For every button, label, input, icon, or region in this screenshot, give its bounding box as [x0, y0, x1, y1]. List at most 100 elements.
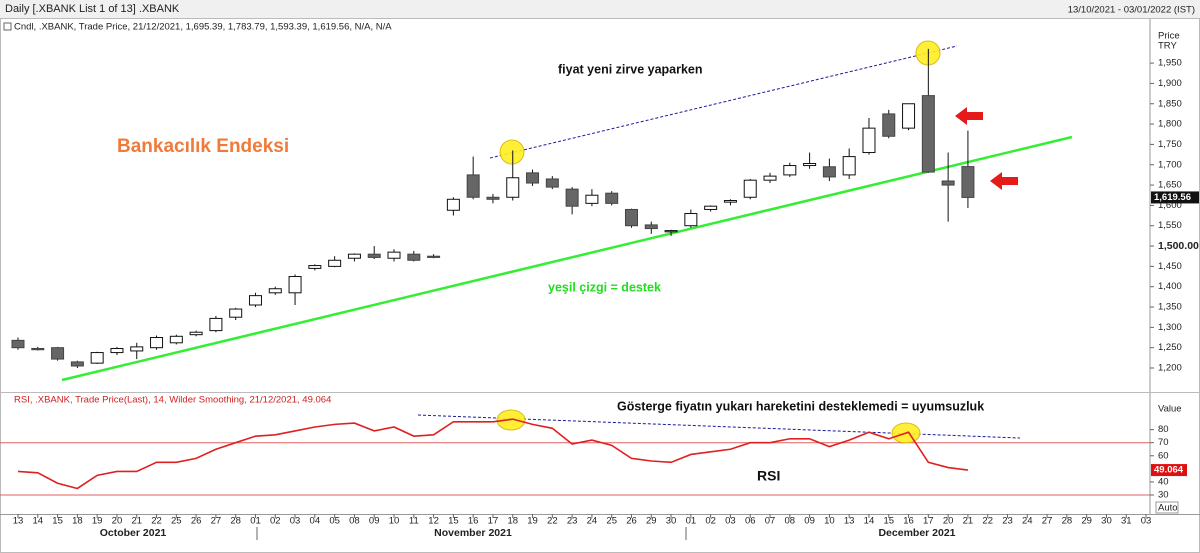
candle-body: [367, 253, 381, 258]
x-tick-label: 20: [112, 516, 123, 527]
x-tick-label: 17: [488, 516, 499, 527]
x-tick-label: 06: [745, 516, 756, 527]
last-price-box: [1151, 191, 1199, 204]
candle-body: [90, 352, 104, 364]
x-tick-label: 17: [923, 516, 934, 527]
x-tick-label: 22: [547, 516, 558, 527]
x-tick-label: 20: [943, 516, 954, 527]
y-tick-label: 70: [1158, 437, 1169, 448]
candle-body: [268, 288, 282, 294]
rsi-legend: RSI, .XBANK, Trade Price(Last), 14, Wild…: [14, 395, 331, 406]
candle-body: [189, 331, 203, 336]
x-tick-label: 14: [864, 516, 875, 527]
annotation: Gösterge fiyatın yukarı hareketini deste…: [617, 399, 984, 413]
candle-body: [783, 165, 797, 176]
candle-body: [565, 188, 579, 207]
x-tick-label: 21: [131, 516, 142, 527]
y-tick-label: 1,250: [1158, 342, 1182, 353]
y-tick-label: 1,650: [1158, 180, 1182, 191]
x-tick-label: 11: [409, 516, 419, 527]
x-tick-label: 16: [468, 516, 479, 527]
candle-body: [466, 174, 480, 198]
x-tick-label: 03: [290, 516, 301, 527]
candle-body: [328, 259, 342, 267]
x-tick-label: 03: [1141, 516, 1152, 527]
x-tick-label: 19: [527, 516, 538, 527]
y-tick-label: 1,300: [1158, 322, 1182, 333]
highlight-circle: [499, 139, 525, 165]
annotation: fiyat yeni zirve yaparken: [558, 62, 703, 76]
candle-body: [248, 295, 262, 306]
last-value-box: [1151, 464, 1187, 477]
x-tick-label: 27: [1042, 516, 1053, 527]
candle-body: [506, 177, 520, 198]
x-tick-label: 03: [725, 516, 736, 527]
candle-body: [526, 172, 540, 184]
annotation: RSI: [757, 468, 780, 484]
x-tick-label: 26: [191, 516, 202, 527]
x-tick-label: 23: [1002, 516, 1013, 527]
axis-label: TRY: [1158, 41, 1177, 52]
candle-body: [743, 179, 757, 198]
window-title: Daily [.XBANK List 1 of 13] .XBANK: [5, 3, 180, 15]
candle-body: [644, 224, 658, 230]
x-tick-label: 28: [230, 516, 241, 527]
price-legend: Cndl, .XBANK, Trade Price, 21/12/2021, 1…: [14, 22, 392, 33]
annotation: Bankacılık Endeksi: [117, 136, 289, 157]
x-tick-label: 23: [567, 516, 578, 527]
x-tick-label: 13: [13, 516, 24, 527]
candle-body: [70, 361, 84, 367]
x-tick-label: 16: [903, 516, 914, 527]
x-tick-label: 30: [1101, 516, 1112, 527]
y-tick-label: 1,750: [1158, 139, 1182, 150]
y-tick-label: 1,400: [1158, 281, 1182, 292]
candle-body: [446, 198, 460, 211]
x-tick-label: 07: [765, 516, 776, 527]
x-tick-label: 18: [72, 516, 83, 527]
candle-body: [427, 255, 441, 258]
y-tick-label: 1,450: [1158, 261, 1182, 272]
legend-icon: [3, 22, 12, 31]
candle-body: [110, 347, 124, 354]
x-tick-label: 05: [329, 516, 340, 527]
y-tick-label: 1,850: [1158, 98, 1182, 109]
candle-body: [862, 127, 876, 154]
y-tick-label: 1,500.00: [1158, 240, 1199, 252]
candle-body: [486, 196, 500, 200]
x-tick-label: 12: [428, 516, 439, 527]
y-tick-label: 1,200: [1158, 363, 1182, 374]
x-tick-label: 19: [92, 516, 103, 527]
y-tick-label: 1,350: [1158, 302, 1182, 313]
x-tick-label: 15: [883, 516, 894, 527]
x-tick-label: 08: [349, 516, 360, 527]
last-price-label: 1,619.56: [1154, 192, 1191, 203]
candle-body: [51, 347, 65, 360]
candle-body: [31, 347, 45, 351]
rsi-line: [17, 418, 969, 490]
red-arrow: [955, 107, 983, 125]
x-tick-label: 24: [1022, 516, 1033, 527]
candle-body: [545, 178, 559, 188]
candle-body: [822, 166, 836, 178]
candle-body: [684, 213, 698, 227]
x-tick-label: 31: [1121, 516, 1132, 527]
x-tick-label: 02: [270, 516, 281, 527]
candle-body: [209, 317, 223, 332]
x-tick-label: 13: [844, 516, 855, 527]
candle-body: [941, 180, 955, 186]
date-range: 13/10/2021 - 03/01/2022 (IST): [1068, 5, 1195, 16]
x-tick-label: 15: [52, 516, 63, 527]
red-arrow: [990, 172, 1018, 190]
x-tick-label: 10: [389, 516, 400, 527]
x-tick-label: 04: [310, 516, 321, 527]
month-label: November 2021: [434, 527, 512, 539]
candle-body: [763, 175, 777, 181]
x-tick-label: 09: [804, 516, 815, 527]
candle-body: [902, 103, 916, 129]
axis-label: Value: [1158, 404, 1182, 415]
annotation: yeşil çizgi = destek: [548, 280, 661, 294]
candle-body: [803, 163, 817, 167]
candle-body: [605, 192, 619, 204]
candle-body: [169, 335, 183, 344]
y-tick-label: 1,700: [1158, 159, 1182, 170]
